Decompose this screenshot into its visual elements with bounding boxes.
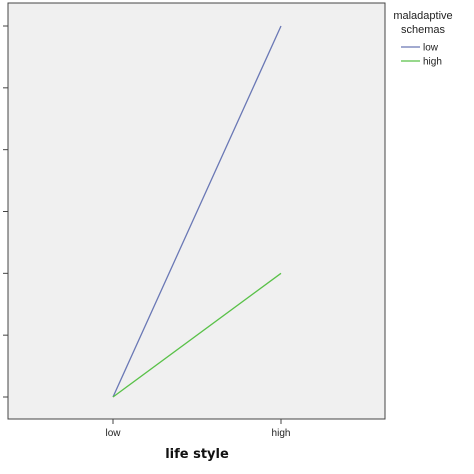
legend-title-line-2: schemas xyxy=(401,24,446,36)
y-axis-ticks xyxy=(3,25,8,398)
x-tick-label-low: low xyxy=(105,428,121,439)
series-lines xyxy=(112,25,282,398)
legend-title-line-1: maladaptive xyxy=(393,10,452,22)
plot-area xyxy=(7,2,386,420)
x-tick-label-high: high xyxy=(272,428,291,439)
x-axis-ticks: low high xyxy=(105,419,290,439)
x-axis-title: life style xyxy=(165,447,229,462)
series-line-low xyxy=(112,25,282,398)
legend-label-high: high xyxy=(423,57,442,68)
legend-items: low high xyxy=(401,43,442,68)
legend: maladaptive schemas low high xyxy=(393,10,452,68)
legend-label-low: low xyxy=(423,43,439,54)
series-line-high xyxy=(112,272,282,398)
